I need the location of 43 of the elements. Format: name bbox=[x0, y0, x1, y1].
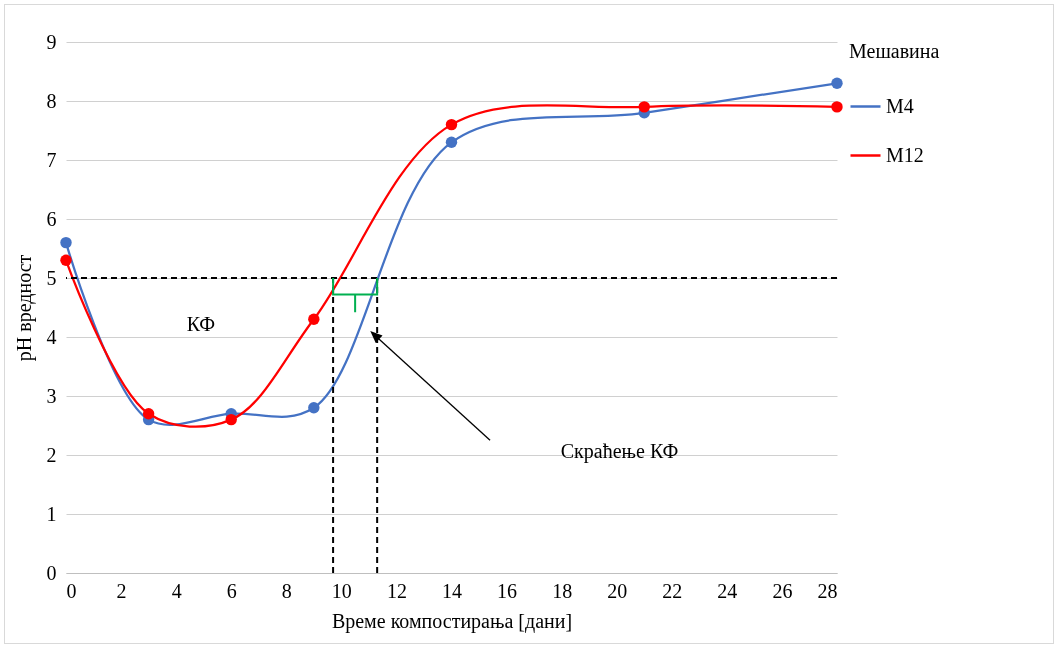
point bbox=[60, 236, 72, 249]
x-tick-label: 2 bbox=[116, 579, 127, 602]
point bbox=[831, 101, 843, 113]
x-tick-label: 22 bbox=[662, 579, 683, 602]
x-tick-label: 26 bbox=[772, 579, 793, 602]
annotation: Скраћење КФ bbox=[560, 440, 679, 464]
annotation: КФ bbox=[186, 313, 216, 336]
point bbox=[142, 408, 155, 420]
x-tick-label: 12 bbox=[386, 579, 407, 602]
point bbox=[308, 313, 320, 325]
point bbox=[638, 101, 650, 113]
y-tick-label: 5 bbox=[46, 266, 57, 289]
y-tick-label: 6 bbox=[46, 207, 57, 230]
y-tick-label: 2 bbox=[46, 443, 57, 466]
y-tick-label: 3 bbox=[46, 384, 57, 407]
point bbox=[445, 118, 458, 131]
x-tick-label: 16 bbox=[497, 579, 518, 602]
y-tick-label: 7 bbox=[46, 148, 57, 171]
x-axis-title: Време компостирања [дани] bbox=[331, 609, 573, 633]
y-axis-title: pH вредност bbox=[12, 254, 36, 362]
y-tick-label: 4 bbox=[46, 325, 57, 348]
point bbox=[60, 254, 72, 266]
y-tick-label: 1 bbox=[46, 502, 57, 525]
legend-label: M12 bbox=[886, 143, 924, 166]
x-tick-label: 10 bbox=[331, 579, 352, 602]
legend-title: Мешавина bbox=[849, 40, 940, 62]
x-tick-label: 14 bbox=[442, 579, 462, 602]
x-tick-label: 0 bbox=[66, 579, 77, 602]
x-tick-label: 4 bbox=[171, 579, 182, 602]
point bbox=[445, 136, 458, 148]
x-tick-label: 18 bbox=[552, 579, 573, 602]
y-tick-label: 0 bbox=[46, 561, 57, 584]
x-tick-label: 24 bbox=[717, 579, 738, 602]
point bbox=[308, 402, 320, 414]
x-tick-label: 20 bbox=[607, 579, 628, 602]
point bbox=[831, 77, 843, 89]
y-tick-label: 9 bbox=[46, 30, 57, 53]
x-tick-label: 28 bbox=[817, 579, 838, 602]
legend-label: M4 bbox=[886, 94, 914, 117]
x-tick-label: 8 bbox=[281, 579, 292, 602]
x-tick-label: 6 bbox=[226, 579, 237, 602]
y-tick-label: 8 bbox=[46, 89, 57, 112]
point bbox=[225, 413, 237, 426]
